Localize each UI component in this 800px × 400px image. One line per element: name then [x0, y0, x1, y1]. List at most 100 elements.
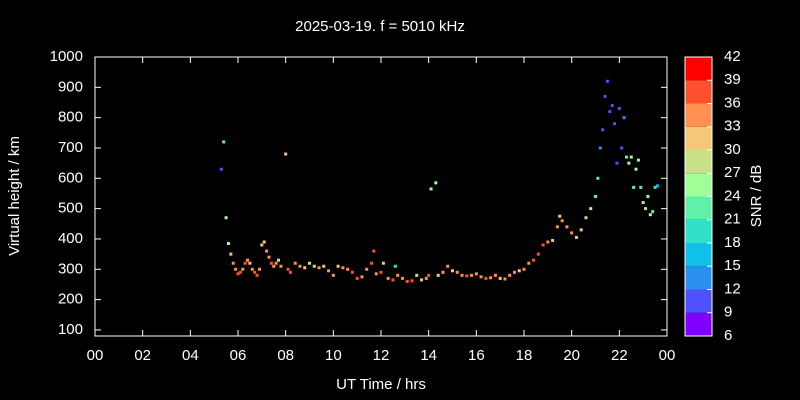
- point: [601, 128, 605, 132]
- colorbar-bin: [685, 312, 712, 336]
- point: [303, 266, 307, 270]
- x-tick-label: 04: [182, 347, 199, 364]
- point: [584, 216, 588, 220]
- point: [336, 264, 340, 268]
- point: [629, 155, 633, 159]
- y-tick-label: 600: [58, 169, 83, 186]
- point: [393, 264, 397, 268]
- point: [350, 270, 354, 274]
- colorbar-tick-label: 6: [724, 327, 732, 344]
- point: [489, 276, 493, 280]
- point: [451, 269, 454, 273]
- point: [622, 116, 626, 120]
- y-tick-label: 1000: [50, 48, 83, 65]
- point: [620, 146, 624, 150]
- x-tick-label: 08: [277, 347, 294, 364]
- point: [298, 264, 302, 268]
- colorbar-bin: [685, 196, 712, 220]
- colorbar-tick-label: 36: [724, 94, 741, 111]
- point: [257, 267, 261, 271]
- colorbar-tick-label: 9: [724, 304, 732, 321]
- point: [655, 184, 659, 188]
- point: [420, 278, 424, 282]
- x-tick-label: 02: [134, 347, 151, 364]
- x-tick-label: 14: [420, 347, 437, 364]
- x-tick-label: 06: [230, 347, 247, 364]
- point: [508, 273, 512, 277]
- y-axis-label: Virtual height / km: [6, 136, 23, 256]
- point: [262, 240, 266, 244]
- colorbar-tick-label: 27: [724, 164, 741, 181]
- colorbar-tick-label: 42: [724, 48, 741, 65]
- point: [312, 264, 316, 268]
- point: [474, 272, 478, 276]
- point: [517, 269, 521, 273]
- point: [360, 275, 364, 279]
- point: [570, 231, 574, 235]
- y-tick-label: 400: [58, 230, 83, 247]
- point: [465, 274, 469, 278]
- point: [436, 273, 440, 277]
- point: [522, 267, 526, 271]
- point: [608, 110, 612, 114]
- point: [379, 270, 383, 274]
- point: [605, 79, 609, 83]
- point: [267, 255, 271, 259]
- point: [219, 167, 223, 171]
- point: [503, 277, 507, 281]
- point: [386, 276, 390, 280]
- point: [574, 235, 578, 239]
- point: [248, 261, 252, 265]
- point: [238, 270, 242, 274]
- point: [613, 122, 617, 126]
- point: [558, 214, 562, 218]
- point: [286, 267, 290, 271]
- y-tick-label: 900: [58, 78, 83, 95]
- y-tick-label: 100: [58, 321, 83, 338]
- point: [441, 270, 445, 274]
- point: [536, 252, 540, 256]
- point: [632, 185, 636, 189]
- point: [269, 261, 273, 265]
- point: [427, 273, 431, 277]
- point: [405, 279, 409, 283]
- colorbar-bin: [685, 126, 712, 150]
- colorbar-bin: [685, 103, 712, 127]
- point: [226, 242, 230, 246]
- point: [527, 261, 531, 265]
- colorbar-bin: [685, 266, 712, 290]
- point: [639, 185, 643, 189]
- colorbar-bin: [685, 219, 712, 243]
- point: [512, 270, 516, 274]
- point: [274, 261, 278, 265]
- point: [381, 261, 385, 265]
- point: [479, 275, 483, 279]
- colorbar-bin: [685, 173, 712, 197]
- point: [355, 276, 359, 280]
- point: [236, 272, 240, 276]
- point: [396, 273, 400, 277]
- point: [279, 264, 283, 268]
- x-tick-label: 12: [373, 347, 390, 364]
- colorbar-tick-label: 18: [724, 234, 741, 251]
- point: [369, 261, 373, 265]
- point: [327, 269, 331, 273]
- point: [272, 264, 276, 268]
- colorbar-bin: [685, 57, 712, 81]
- point: [391, 278, 395, 282]
- point: [648, 213, 652, 217]
- point: [596, 176, 600, 180]
- x-tick-label: 00: [87, 347, 104, 364]
- point: [641, 201, 645, 205]
- point: [293, 261, 297, 265]
- colorbar-bin: [685, 243, 712, 267]
- point: [322, 264, 326, 268]
- point: [317, 266, 321, 270]
- x-tick-label: 16: [468, 347, 485, 364]
- point: [484, 276, 488, 280]
- point: [627, 161, 631, 165]
- point: [610, 104, 614, 108]
- y-tick-label: 800: [58, 109, 83, 126]
